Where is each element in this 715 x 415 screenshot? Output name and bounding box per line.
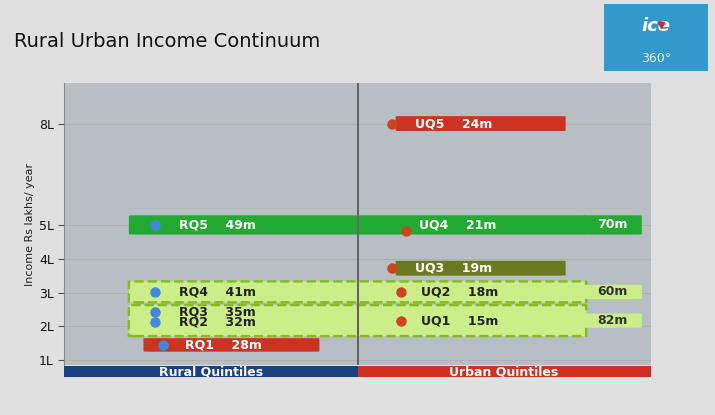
FancyBboxPatch shape	[129, 281, 586, 303]
Text: UQ1    15m: UQ1 15m	[421, 314, 498, 327]
Text: RQ1    28m: RQ1 28m	[184, 338, 262, 352]
Text: Urban Quintiles: Urban Quintiles	[450, 365, 558, 378]
Bar	[358, 366, 651, 377]
Text: UQ2    18m: UQ2 18m	[421, 286, 498, 298]
FancyBboxPatch shape	[129, 215, 586, 234]
Text: Rural Urban Income Continuum: Rural Urban Income Continuum	[14, 32, 320, 51]
Text: RQ5    49m: RQ5 49m	[179, 218, 255, 232]
Text: ice: ice	[642, 17, 671, 35]
FancyBboxPatch shape	[583, 313, 642, 328]
FancyBboxPatch shape	[583, 215, 642, 234]
Text: RQ3    35m: RQ3 35m	[179, 305, 255, 319]
Text: UQ3    19m: UQ3 19m	[415, 262, 492, 275]
FancyBboxPatch shape	[129, 305, 586, 336]
Bar	[64, 366, 358, 377]
Y-axis label: Income Rs lakhs/ year: Income Rs lakhs/ year	[25, 163, 35, 286]
Text: RQ2    32m: RQ2 32m	[179, 316, 255, 329]
FancyBboxPatch shape	[604, 4, 708, 71]
Text: RQ4    41m: RQ4 41m	[179, 286, 256, 298]
FancyBboxPatch shape	[395, 116, 566, 131]
Text: 60m: 60m	[597, 286, 628, 298]
Text: UQ5    24m: UQ5 24m	[415, 117, 493, 130]
FancyBboxPatch shape	[395, 261, 566, 276]
FancyBboxPatch shape	[583, 285, 642, 299]
Text: UQ4    21m: UQ4 21m	[419, 218, 496, 232]
Text: 82m: 82m	[597, 314, 628, 327]
Text: 70m: 70m	[597, 218, 628, 232]
Text: 360°: 360°	[641, 52, 671, 65]
Text: Rural Quintiles: Rural Quintiles	[159, 365, 263, 378]
FancyBboxPatch shape	[144, 338, 320, 352]
